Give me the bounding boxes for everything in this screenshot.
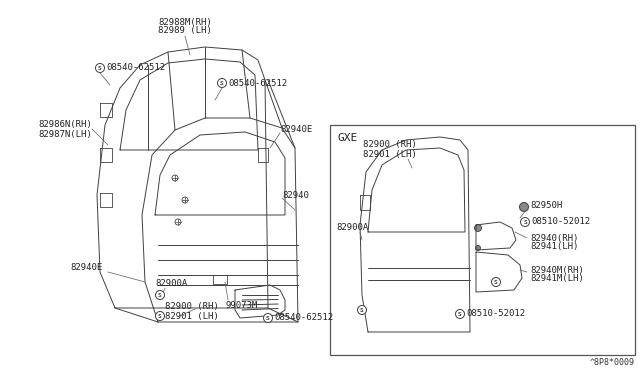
Text: 99073M: 99073M (225, 301, 257, 311)
Text: 08540-62512: 08540-62512 (228, 78, 287, 87)
Circle shape (456, 310, 465, 318)
Circle shape (264, 314, 273, 323)
Circle shape (474, 224, 481, 231)
Text: 82941M(LH): 82941M(LH) (530, 275, 584, 283)
Text: 82986N(RH): 82986N(RH) (38, 121, 92, 129)
Text: 82989 (LH): 82989 (LH) (158, 26, 212, 35)
Circle shape (156, 311, 164, 321)
Circle shape (520, 202, 529, 212)
Circle shape (492, 278, 500, 286)
Circle shape (476, 246, 481, 250)
Text: 82940(RH): 82940(RH) (530, 234, 579, 243)
Text: 82940: 82940 (282, 190, 309, 199)
Text: S: S (220, 81, 224, 86)
Text: S: S (523, 220, 527, 225)
Text: 08540-62512: 08540-62512 (106, 64, 165, 73)
Text: 82900A: 82900A (336, 224, 368, 232)
Text: 82940M(RH): 82940M(RH) (530, 266, 584, 275)
Text: 82901 (LH): 82901 (LH) (165, 311, 219, 321)
Text: 08510-52012: 08510-52012 (466, 310, 525, 318)
Text: 82950H: 82950H (530, 201, 563, 209)
Text: 08540-62512: 08540-62512 (274, 314, 333, 323)
Circle shape (182, 197, 188, 203)
Text: 82988M(RH): 82988M(RH) (158, 17, 212, 26)
Text: S: S (494, 280, 498, 285)
Circle shape (520, 218, 529, 227)
Text: S: S (158, 314, 162, 319)
Circle shape (218, 78, 227, 87)
Text: 08510-52012: 08510-52012 (531, 218, 590, 227)
Circle shape (175, 219, 181, 225)
Text: S: S (458, 312, 462, 317)
Text: S: S (360, 308, 364, 313)
Circle shape (358, 305, 367, 314)
Text: 82941(LH): 82941(LH) (530, 243, 579, 251)
Text: 82900A: 82900A (155, 279, 188, 288)
Circle shape (156, 291, 164, 299)
Text: 82940E: 82940E (70, 263, 102, 272)
Circle shape (172, 175, 178, 181)
Text: S: S (158, 293, 162, 298)
Text: 82900 (RH): 82900 (RH) (165, 302, 219, 311)
Text: ^8P8*0009: ^8P8*0009 (590, 358, 635, 367)
Text: S: S (98, 66, 102, 71)
Text: 82901 (LH): 82901 (LH) (363, 150, 417, 158)
Text: 82987N(LH): 82987N(LH) (38, 129, 92, 138)
Text: S: S (266, 316, 270, 321)
Circle shape (95, 64, 104, 73)
Bar (213, 275, 227, 284)
Bar (330, 125, 635, 355)
Text: 82940E: 82940E (280, 125, 312, 135)
Text: GXE: GXE (338, 133, 358, 143)
Text: 82900 (RH): 82900 (RH) (363, 141, 417, 150)
